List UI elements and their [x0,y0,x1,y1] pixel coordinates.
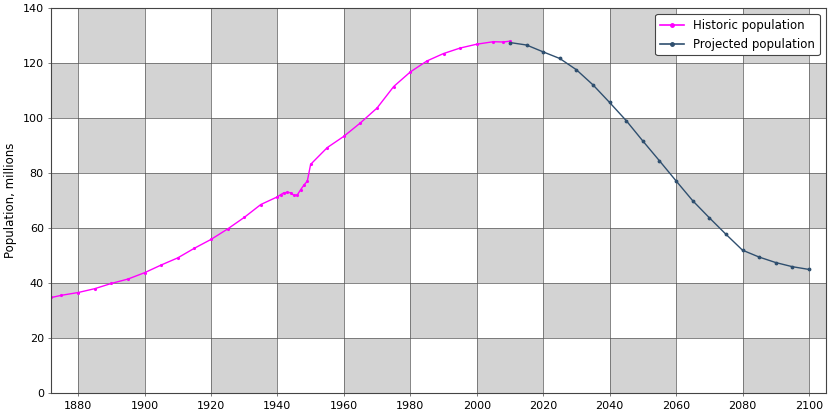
Bar [543,8,609,63]
Bar [676,63,743,118]
Bar [543,63,609,118]
Bar [410,118,476,173]
Bar [144,338,211,393]
Bar [78,173,144,228]
Bar [277,63,344,118]
Bar [609,283,676,338]
Bar [51,118,78,173]
Bar [51,228,78,283]
Bar [277,8,344,63]
Bar [809,173,826,228]
Bar [410,63,476,118]
Bar [78,283,144,338]
Bar [344,228,410,283]
Bar [609,8,676,63]
Bar [51,283,78,338]
Bar [277,173,344,228]
Bar [277,338,344,393]
Bar [144,118,211,173]
Bar [743,338,809,393]
Bar [676,173,743,228]
Bar [410,283,476,338]
Bar [543,228,609,283]
Bar [543,173,609,228]
Bar [277,228,344,283]
Bar [809,118,826,173]
Bar [78,228,144,283]
Y-axis label: Population, millions: Population, millions [4,143,17,259]
Bar [410,173,476,228]
Bar [144,8,211,63]
Bar [543,338,609,393]
Bar [211,283,277,338]
Bar [211,228,277,283]
Bar [78,338,144,393]
Bar [277,283,344,338]
Bar [51,63,78,118]
Bar [51,173,78,228]
Bar [809,63,826,118]
Bar [144,63,211,118]
Legend: Historic population, Projected population: Historic population, Projected populatio… [656,14,820,56]
Bar [476,63,543,118]
Bar [344,283,410,338]
Bar [277,118,344,173]
Bar [344,118,410,173]
Bar [51,8,78,63]
Bar [144,283,211,338]
Bar [743,63,809,118]
Bar [609,173,676,228]
Bar [211,118,277,173]
Bar [743,283,809,338]
Bar [78,63,144,118]
Bar [809,228,826,283]
Bar [609,118,676,173]
Bar [476,338,543,393]
Bar [676,283,743,338]
Bar [609,63,676,118]
Bar [609,338,676,393]
Bar [211,63,277,118]
Bar [78,8,144,63]
Bar [410,8,476,63]
Bar [476,173,543,228]
Bar [144,228,211,283]
Bar [344,8,410,63]
Bar [476,118,543,173]
Bar [743,173,809,228]
Bar [144,173,211,228]
Bar [476,228,543,283]
Bar [211,173,277,228]
Bar [51,338,78,393]
Bar [543,118,609,173]
Bar [410,338,476,393]
Bar [676,338,743,393]
Bar [476,8,543,63]
Bar [743,228,809,283]
Bar [676,118,743,173]
Bar [809,8,826,63]
Bar [743,8,809,63]
Bar [809,338,826,393]
Bar [809,283,826,338]
Bar [344,173,410,228]
Bar [211,338,277,393]
Bar [344,338,410,393]
Bar [676,8,743,63]
Bar [609,228,676,283]
Bar [676,228,743,283]
Bar [410,228,476,283]
Bar [344,63,410,118]
Bar [476,283,543,338]
Bar [211,8,277,63]
Bar [743,118,809,173]
Bar [543,283,609,338]
Bar [78,118,144,173]
